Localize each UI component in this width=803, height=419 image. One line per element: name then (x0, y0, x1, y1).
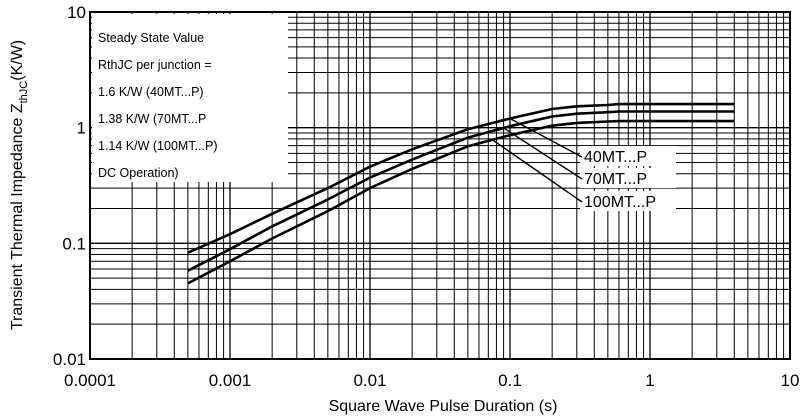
annotation-line-2: 1.6 K/W (40MT...P) (98, 85, 204, 99)
annotation-line-1: RthJC per junction = (98, 58, 212, 72)
x-tick-label: 1 (645, 371, 654, 390)
series-label-1: 70MT...P (584, 171, 647, 188)
callout-bg-2 (580, 191, 676, 211)
y-tick-label: 1 (77, 119, 86, 138)
y-tick-label: 0.01 (53, 350, 86, 369)
y-axis-label-main: Transient Thermal Impedance Z (9, 103, 26, 330)
y-tick-label: 10 (67, 3, 86, 22)
callout-bg-0 (580, 146, 676, 166)
annotation-line-0: Steady State Value (98, 31, 204, 45)
series-callouts: 40MT...P 70MT...P 100MT...P (492, 117, 676, 211)
y-tick-label: 0.1 (62, 234, 86, 253)
annotation-line-5: DC Operation) (98, 166, 179, 180)
series-layer (187, 102, 735, 285)
annotation-box: Steady State Value RthJC per junction = 1.… (92, 14, 288, 182)
callout-leader-2 (492, 139, 583, 203)
y-axis-label-unit: (K/W) (9, 40, 26, 81)
x-tick-label: 0.1 (498, 371, 522, 390)
callout-bg-1 (580, 168, 676, 188)
callout-leader-1 (503, 127, 583, 180)
annotation-line-3: 1.38 K/W (70MT...P (98, 112, 206, 126)
x-axis-label: Square Wave Pulse Duration (s) (329, 398, 558, 415)
x-tick-label: 0.001 (209, 371, 252, 390)
series-label-0: 40MT...P (584, 149, 647, 166)
x-tick-label: 0.0001 (64, 371, 116, 390)
y-axis-label: Transient Thermal Impedance ZthJC(K/W) (9, 40, 30, 330)
annotation-line-4: 1.14 K/W (100MT...P) (98, 139, 217, 153)
series-line-1 (187, 110, 735, 272)
series-line-2 (187, 119, 735, 285)
series-line-0 (187, 102, 735, 254)
y-axis-label-sub: thJC (18, 81, 30, 104)
series-label-2: 100MT...P (584, 194, 656, 211)
callout-leader-0 (509, 117, 583, 158)
x-tick-label: 0.01 (353, 371, 386, 390)
tick-labels: 0.0001 0.001 0.01 0.1 1 10 0.01 0.1 1 10 (53, 3, 800, 390)
annotation-box-bg (92, 14, 288, 182)
plot-frame (89, 11, 791, 360)
x-tick-label: 10 (781, 371, 800, 390)
